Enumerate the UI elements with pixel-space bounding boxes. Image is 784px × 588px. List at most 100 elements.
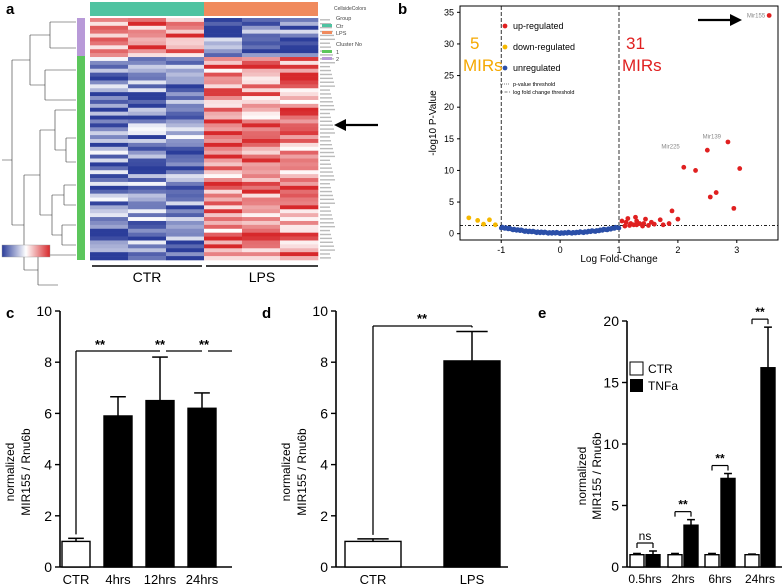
heatmap-cell bbox=[128, 135, 167, 140]
heatmap-cell bbox=[90, 68, 129, 73]
heatmap-cell bbox=[280, 162, 319, 167]
heatmap-cell bbox=[280, 205, 319, 210]
heatmap-cell bbox=[204, 49, 243, 54]
heatmap-cell bbox=[242, 193, 281, 198]
heatmap-cell bbox=[166, 111, 205, 116]
annotation-mir139: Mir139 bbox=[703, 134, 722, 140]
upregulated-point bbox=[666, 221, 672, 226]
heatmap-cell bbox=[128, 18, 167, 23]
y-tick-label: 0 bbox=[320, 559, 328, 575]
heatmap-cell bbox=[166, 60, 205, 66]
heatmap-cell bbox=[242, 154, 281, 159]
heatmap-cell bbox=[90, 236, 129, 241]
heatmap-cell bbox=[242, 150, 281, 155]
volcano-x-axis-label: Log Fold-Change bbox=[580, 254, 658, 265]
heatmap-cell bbox=[242, 244, 281, 249]
heatmap-cell bbox=[166, 236, 205, 241]
heatmap-cell bbox=[90, 60, 129, 66]
row-label-placeholder bbox=[320, 198, 334, 201]
heatmap-cell bbox=[204, 29, 243, 34]
row-label-placeholder bbox=[320, 73, 332, 76]
upregulated-point bbox=[693, 168, 698, 173]
heatmap-cell bbox=[90, 18, 129, 23]
heatmap-cell bbox=[242, 64, 281, 70]
y-tick-label: 30 bbox=[444, 39, 454, 49]
heatmap-legend-title: CellsideColors bbox=[334, 6, 367, 12]
heatmap-cell bbox=[204, 139, 243, 144]
significance-label: ** bbox=[199, 337, 210, 352]
row-label-placeholder bbox=[320, 233, 331, 236]
heatmap-cell bbox=[280, 135, 319, 140]
heatmap-cell bbox=[166, 166, 205, 171]
heatmap-cell bbox=[166, 103, 205, 109]
heatmap-cell bbox=[166, 158, 205, 163]
row-label-placeholder bbox=[320, 97, 332, 99]
y-tick-label: 5 bbox=[449, 197, 454, 207]
heatmap-cell bbox=[90, 142, 129, 148]
heatmap-cell bbox=[204, 99, 243, 105]
bar bbox=[145, 399, 175, 568]
heatmap-cell bbox=[242, 135, 281, 140]
heatmap-cell bbox=[166, 115, 205, 120]
y-tick-label: 4 bbox=[44, 457, 52, 473]
heatmap-cell bbox=[166, 25, 205, 31]
heatmap-cell bbox=[128, 88, 167, 93]
row-label-placeholder bbox=[320, 163, 331, 165]
y-tick-label: 6 bbox=[320, 405, 328, 421]
heatmap-cell bbox=[280, 181, 319, 187]
heatmap-cell bbox=[128, 103, 167, 109]
heatmap-cell bbox=[204, 142, 243, 148]
heatmap-cell bbox=[204, 185, 243, 191]
heatmap-cell bbox=[242, 49, 281, 54]
heatmap-cell bbox=[204, 201, 243, 206]
row-label-placeholder bbox=[320, 159, 330, 162]
panel-d-letter: d bbox=[262, 305, 271, 322]
heatmap-cell bbox=[242, 18, 281, 23]
heatmap-cell bbox=[90, 220, 129, 226]
heatmap-cell bbox=[204, 25, 243, 31]
heatmap-cell bbox=[90, 131, 129, 136]
dendrogram-branch bbox=[23, 129, 55, 271]
heatmap-cell bbox=[128, 232, 167, 237]
heatmap-cell bbox=[128, 256, 167, 261]
row-label-placeholder bbox=[320, 194, 333, 197]
heatmap-cell bbox=[242, 189, 281, 194]
upregulated-point bbox=[646, 223, 651, 228]
heatmap-cell bbox=[128, 80, 167, 85]
volcano-threshold-lines bbox=[460, 6, 778, 240]
heatmap-cell bbox=[204, 240, 243, 245]
heatmap-cell bbox=[280, 123, 319, 128]
upregulated-point bbox=[707, 194, 713, 200]
legend-unregulated-label: unregulated bbox=[513, 63, 561, 73]
heatmap-cell bbox=[166, 49, 205, 54]
heatmap-cell bbox=[166, 119, 205, 124]
heatmap-cell bbox=[166, 232, 205, 237]
cluster-2-sidebar bbox=[77, 18, 85, 56]
heatmap-cell bbox=[128, 33, 167, 38]
heatmap-cell bbox=[242, 29, 281, 34]
heatmap-cell bbox=[204, 68, 243, 73]
heatmap-cell bbox=[166, 197, 205, 202]
row-label-placeholder bbox=[320, 54, 333, 56]
heatmap-cell bbox=[280, 127, 319, 132]
ctr-group-label: CTR bbox=[133, 269, 162, 285]
heatmap-cell bbox=[166, 29, 205, 34]
heatmap-cell bbox=[90, 107, 129, 112]
heatmap-cell bbox=[242, 181, 281, 187]
legend-logfc-threshold-label: log fold change threshold bbox=[513, 90, 574, 96]
row-label-placeholder bbox=[320, 104, 334, 107]
heatmap-cell bbox=[280, 92, 319, 97]
heatmap-cell bbox=[204, 174, 243, 179]
x-tick-label: 1 bbox=[616, 245, 621, 255]
heatmap-cell bbox=[166, 170, 205, 175]
heatmap-cell bbox=[166, 18, 205, 23]
legend-upregulated-label: up-regulated bbox=[513, 21, 564, 31]
heatmap-cell bbox=[166, 107, 205, 112]
heatmap-cell bbox=[280, 150, 319, 155]
heatmap-cell bbox=[90, 72, 129, 77]
heatmap-cell bbox=[90, 213, 129, 218]
heatmap-cell bbox=[242, 197, 281, 202]
heatmap-cell bbox=[204, 103, 243, 109]
significance-label: ** bbox=[755, 305, 765, 319]
